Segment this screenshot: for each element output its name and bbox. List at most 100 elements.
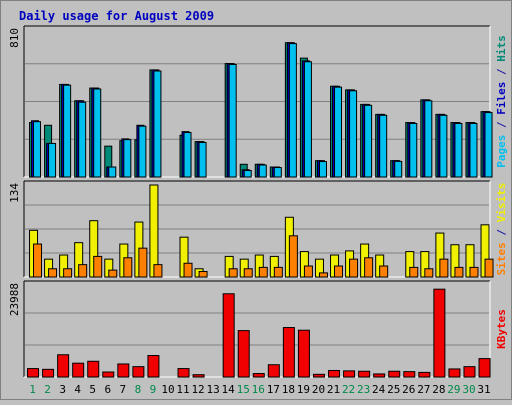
bar-pages-day-22 bbox=[349, 90, 358, 178]
x-tick-label: 18 bbox=[282, 383, 295, 396]
bar-kbytes-day-15 bbox=[237, 330, 250, 378]
bar-pages-day-27 bbox=[424, 100, 433, 178]
bar-sites-day-16 bbox=[258, 266, 268, 278]
bar-kbytes-day-11 bbox=[177, 368, 190, 378]
x-tick-label: 21 bbox=[327, 383, 340, 396]
bar-sites-day-28 bbox=[439, 258, 449, 278]
bar-pages-day-25 bbox=[394, 160, 403, 178]
bar-kbytes-day-12 bbox=[192, 374, 205, 378]
bar-kbytes-day-2 bbox=[42, 368, 55, 378]
x-tick-label: 4 bbox=[74, 383, 81, 396]
bar-kbytes-day-20 bbox=[312, 373, 325, 378]
x-tick-label: 11 bbox=[176, 383, 189, 396]
axis-label-part: Hits bbox=[495, 35, 508, 62]
bar-pages-day-15 bbox=[243, 169, 252, 178]
bar-pages-day-31 bbox=[484, 112, 493, 178]
x-tick-label: 12 bbox=[191, 383, 204, 396]
bar-sites-day-23 bbox=[364, 257, 374, 278]
bar-sites-day-4 bbox=[78, 264, 88, 278]
bar-sites-day-8 bbox=[138, 247, 148, 278]
bar-pages-day-30 bbox=[469, 122, 478, 178]
axis-label-part: / bbox=[495, 62, 508, 82]
bar-sites-day-11 bbox=[183, 262, 193, 278]
axis-label: Sites / Visits bbox=[495, 183, 508, 276]
bar-pages-day-1 bbox=[33, 121, 42, 178]
axis-label: Pages / Files / Hits bbox=[495, 35, 508, 168]
bar-pages-day-24 bbox=[379, 114, 388, 178]
x-tick-label: 26 bbox=[402, 383, 415, 396]
axis-label-part: Files bbox=[495, 82, 508, 115]
bar-pages-day-14 bbox=[228, 63, 237, 178]
x-tick-label: 31 bbox=[477, 383, 490, 396]
x-tick-label: 7 bbox=[120, 383, 127, 396]
panel-background bbox=[24, 281, 490, 377]
bar-kbytes-day-4 bbox=[72, 362, 85, 378]
x-tick-label: 16 bbox=[252, 383, 265, 396]
bar-sites-day-19 bbox=[303, 265, 313, 278]
bar-kbytes-day-21 bbox=[328, 369, 341, 378]
bar-pages-day-16 bbox=[258, 164, 267, 178]
bar-kbytes-day-5 bbox=[87, 360, 100, 378]
x-tick-label: 2 bbox=[44, 383, 51, 396]
bar-pages-day-26 bbox=[409, 122, 418, 178]
axis-label-part: / bbox=[495, 222, 508, 242]
bar-kbytes-day-27 bbox=[418, 371, 431, 378]
bar-pages-day-18 bbox=[288, 43, 297, 178]
bar-kbytes-day-26 bbox=[403, 371, 416, 378]
x-tick-label: 6 bbox=[104, 383, 111, 396]
bar-kbytes-day-23 bbox=[358, 370, 371, 378]
bar-kbytes-day-7 bbox=[117, 363, 130, 378]
x-tick-label: 22 bbox=[342, 383, 355, 396]
bar-sites-day-14 bbox=[228, 268, 238, 278]
bar-kbytes-day-6 bbox=[102, 371, 115, 378]
axis-label-part: Visits bbox=[495, 183, 508, 223]
panel-hits: 810 Pages / Files / Hits bbox=[8, 25, 508, 178]
bar-sites-day-17 bbox=[273, 266, 283, 278]
bar-kbytes-day-31 bbox=[478, 358, 491, 378]
bar-kbytes-day-18 bbox=[282, 327, 295, 378]
bar-kbytes-day-24 bbox=[373, 373, 386, 378]
x-tick-label: 20 bbox=[312, 383, 325, 396]
bar-pages-day-3 bbox=[63, 84, 72, 178]
x-tick-label: 28 bbox=[432, 383, 445, 396]
bar-kbytes-day-25 bbox=[388, 370, 401, 378]
x-tick-label: 10 bbox=[161, 383, 174, 396]
x-tick-label: 19 bbox=[297, 383, 310, 396]
y-max-label: 134 bbox=[8, 183, 21, 203]
x-tick-label: 13 bbox=[207, 383, 220, 396]
bar-sites-day-30 bbox=[469, 266, 479, 278]
x-tick-label: 1 bbox=[29, 383, 36, 396]
bar-kbytes-day-16 bbox=[252, 373, 265, 378]
bar-pages-day-7 bbox=[123, 139, 132, 178]
x-tick-label: 27 bbox=[417, 383, 430, 396]
axis-label-part: / bbox=[495, 115, 508, 135]
bar-visits-day-9 bbox=[149, 184, 159, 278]
bar-pages-day-20 bbox=[318, 161, 327, 178]
bar-sites-day-6 bbox=[108, 269, 118, 278]
bar-sites-day-18 bbox=[288, 235, 298, 278]
x-tick-label: 5 bbox=[89, 383, 96, 396]
bar-sites-day-1 bbox=[33, 243, 43, 278]
bar-sites-day-9 bbox=[153, 264, 163, 278]
x-tick-label: 24 bbox=[372, 383, 386, 396]
axis-label-part: Pages bbox=[495, 135, 508, 168]
panel-visits: 134 Sites / Visits bbox=[8, 180, 508, 278]
chart-title: Daily usage for August 2009 bbox=[19, 9, 214, 23]
axis-label: KBytes bbox=[495, 309, 508, 349]
bar-kbytes-day-22 bbox=[343, 370, 356, 378]
bar-sites-day-3 bbox=[63, 268, 73, 278]
bar-sites-day-20 bbox=[318, 272, 328, 278]
bar-sites-day-29 bbox=[454, 266, 464, 278]
x-tick-label: 17 bbox=[267, 383, 280, 396]
bar-sites-day-31 bbox=[484, 258, 494, 278]
bar-sites-day-7 bbox=[123, 257, 133, 278]
bar-pages-day-17 bbox=[273, 167, 282, 178]
bar-sites-day-12 bbox=[198, 271, 208, 278]
axis-label-part: Sites bbox=[495, 242, 508, 275]
bar-kbytes-day-14 bbox=[222, 293, 235, 378]
x-tick-label: 3 bbox=[59, 383, 66, 396]
bar-sites-day-15 bbox=[243, 268, 253, 278]
bar-kbytes-day-30 bbox=[463, 366, 476, 378]
bar-sites-day-21 bbox=[334, 265, 344, 278]
